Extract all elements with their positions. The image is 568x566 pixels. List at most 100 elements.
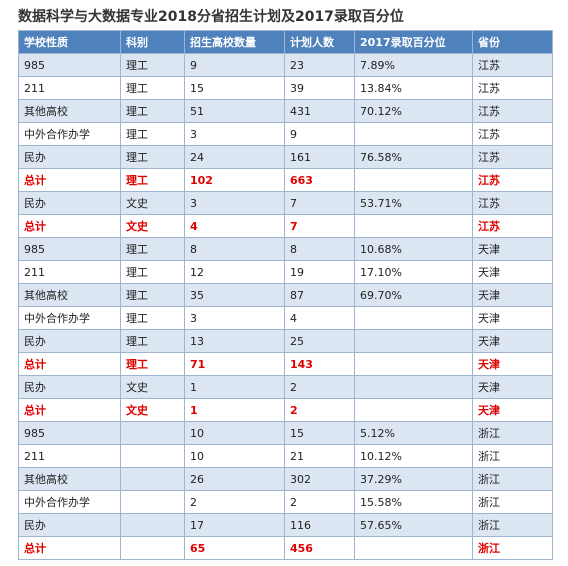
table-cell: 57.65% (354, 513, 473, 537)
table-cell: 25 (284, 329, 355, 353)
table-cell: 江苏 (472, 99, 553, 123)
table-cell: 理工 (120, 283, 185, 307)
table-cell: 15 (284, 421, 355, 445)
table-cell: 江苏 (472, 191, 553, 215)
empty-cell (120, 536, 185, 560)
table-cell: 中外合作办学 (18, 122, 121, 146)
table-cell: 17 (184, 513, 285, 537)
table-cell: 浙江 (472, 536, 553, 560)
table-cell: 理工 (120, 352, 185, 376)
table-cell: 35 (184, 283, 285, 307)
table-cell: 民办 (18, 145, 121, 169)
table-cell: 3 (184, 122, 285, 146)
table-cell: 15 (184, 76, 285, 100)
table-cell: 其他高校 (18, 467, 121, 491)
header-cell: 2017录取百分位 (354, 30, 473, 54)
table-cell: 民办 (18, 513, 121, 537)
header-cell: 计划人数 (284, 30, 355, 54)
table-cell: 10.12% (354, 444, 473, 468)
table-cell: 143 (284, 352, 355, 376)
table-cell: 2 (284, 398, 355, 422)
table-cell: 天津 (472, 375, 553, 399)
table-cell: 10 (184, 421, 285, 445)
header-row: 学校性质 科别 招生高校数量 计划人数 2017录取百分位 省份 (18, 30, 553, 54)
table-row: 民办 文史 3 7 53.71% 江苏 (18, 191, 553, 215)
table-cell: 江苏 (472, 145, 553, 169)
header-cell: 省份 (472, 30, 553, 54)
table-cell: 民办 (18, 191, 121, 215)
table-row: 民办 17 116 57.65% 浙江 (18, 513, 553, 537)
table-cell: 13.84% (354, 76, 473, 100)
table-row: 985 10 15 5.12% 浙江 (18, 421, 553, 445)
table-cell: 理工 (120, 329, 185, 353)
table-cell: 7.89% (354, 53, 473, 77)
table-cell: 985 (18, 237, 121, 261)
empty-cell (354, 168, 473, 192)
table-cell: 985 (18, 421, 121, 445)
table-cell: 5.12% (354, 421, 473, 445)
table-cell: 211 (18, 260, 121, 284)
table-cell: 76.58% (354, 145, 473, 169)
table-cell: 浙江 (472, 421, 553, 445)
table-cell: 9 (184, 53, 285, 77)
table-row: 985 理工 9 23 7.89% 江苏 (18, 53, 553, 77)
table-cell: 理工 (120, 145, 185, 169)
table-row: 总计 文史 4 7 江苏 (18, 214, 553, 238)
table-cell: 江苏 (472, 53, 553, 77)
table-cell: 文史 (120, 214, 185, 238)
table-cell: 其他高校 (18, 99, 121, 123)
table-cell: 21 (284, 444, 355, 468)
table-cell: 理工 (120, 237, 185, 261)
table-cell: 总计 (18, 168, 121, 192)
empty-cell (354, 352, 473, 376)
table-cell: 理工 (120, 99, 185, 123)
table-row: 211 理工 15 39 13.84% 江苏 (18, 76, 553, 100)
table-cell: 江苏 (472, 122, 553, 146)
table-cell: 211 (18, 76, 121, 100)
table-row: 民办 理工 13 25 天津 (18, 329, 553, 353)
table-cell: 51 (184, 99, 285, 123)
table-cell: 天津 (472, 398, 553, 422)
table-cell: 71 (184, 352, 285, 376)
table-row: 中外合作办学 2 2 15.58% 浙江 (18, 490, 553, 514)
table-cell: 天津 (472, 237, 553, 261)
table-cell: 理工 (120, 53, 185, 77)
table-cell: 211 (18, 444, 121, 468)
empty-cell (354, 214, 473, 238)
empty-cell (120, 490, 185, 514)
title: 数据科学与大数据专业2018分省招生计划及2017录取百分位 (18, 9, 404, 25)
table-cell: 民办 (18, 375, 121, 399)
table-cell: 2 (284, 375, 355, 399)
empty-cell (354, 375, 473, 399)
table-cell: 浙江 (472, 444, 553, 468)
table-cell: 理工 (120, 306, 185, 330)
table-cell: 39 (284, 76, 355, 100)
table-cell: 江苏 (472, 214, 553, 238)
empty-cell (120, 467, 185, 491)
table-cell: 总计 (18, 398, 121, 422)
table-cell: 浙江 (472, 467, 553, 491)
table-row: 中外合作办学 理工 3 4 天津 (18, 306, 553, 330)
table-cell: 江苏 (472, 76, 553, 100)
table-row: 211 10 21 10.12% 浙江 (18, 444, 553, 468)
table-cell: 天津 (472, 329, 553, 353)
empty-cell (354, 536, 473, 560)
table-row: 民办 理工 24 161 76.58% 江苏 (18, 145, 553, 169)
table-row: 其他高校 理工 51 431 70.12% 江苏 (18, 99, 553, 123)
table-cell: 天津 (472, 260, 553, 284)
empty-cell (120, 421, 185, 445)
table-cell: 302 (284, 467, 355, 491)
table-cell: 总计 (18, 214, 121, 238)
empty-cell (120, 513, 185, 537)
header-cell: 科别 (120, 30, 185, 54)
table-cell: 2 (284, 490, 355, 514)
table-cell: 69.70% (354, 283, 473, 307)
table-cell: 江苏 (472, 168, 553, 192)
empty-cell (354, 122, 473, 146)
table-cell: 7 (284, 191, 355, 215)
table-cell: 理工 (120, 260, 185, 284)
table-cell: 理工 (120, 122, 185, 146)
table-cell: 8 (184, 237, 285, 261)
table-cell: 民办 (18, 329, 121, 353)
table-row: 211 理工 12 19 17.10% 天津 (18, 260, 553, 284)
